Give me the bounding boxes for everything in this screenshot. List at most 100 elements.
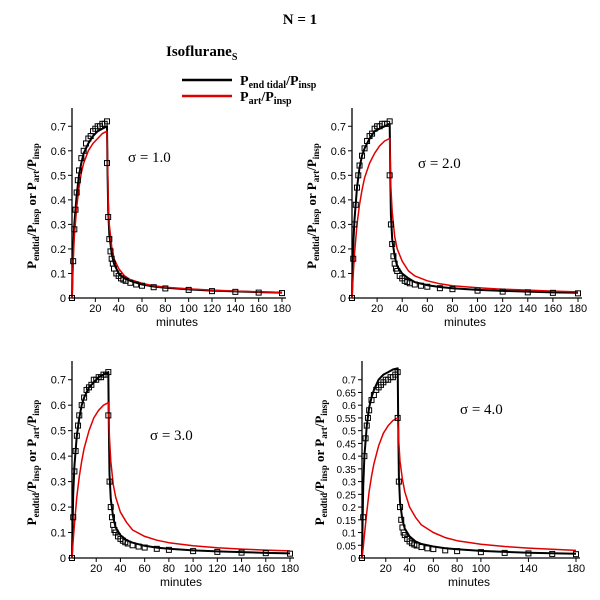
y-tick-label: 0.4 [342,452,356,463]
y-tick-label: 0.4 [331,195,346,207]
chart-panel-1: 0 0.1 0.2 0.3 0.4 0.5 0.6 0.7 20 40 60 80 100 120 140 1… [24,108,291,329]
data-marker [141,544,148,551]
data-marker [70,258,77,265]
data-marker [349,295,355,301]
y-tick-label: 0.6 [342,401,356,412]
y-tick-label: 0.45 [337,439,357,450]
series-line-arterial [71,130,283,299]
x-tick-label: 160 [544,303,562,315]
marker-series [349,118,581,301]
data-marker [573,551,579,558]
data-marker [424,283,431,290]
data-marker [366,407,373,414]
x-tick-label: 160 [249,303,267,315]
x-tick-label: 180 [567,563,585,575]
data-marker [127,279,134,286]
data-marker [69,555,75,561]
y-tick-label: 0.05 [337,541,357,552]
x-tick-label: 120 [208,563,226,575]
data-marker [361,453,368,460]
series-line-end-tidal [71,371,291,559]
y-axis-label: Pendtid/Pinsp or Part/Pinsp [24,400,41,526]
x-tick-label: 20 [380,563,392,575]
data-marker [70,514,77,521]
data-marker [474,287,481,294]
series-line-end-tidal [351,122,579,299]
data-marker [72,448,79,455]
data-marker [575,290,581,297]
x-tick-label: 40 [403,563,415,575]
data-marker [549,550,556,557]
x-tick-label: 60 [139,563,151,575]
data-marker [386,118,393,125]
data-marker [390,253,397,260]
data-marker [255,289,262,296]
chart-panel-4: 0 0.050.1 0.15 0.2 0.250.3 0.35 0.4 0.450.5 0.55… [312,361,585,589]
data-marker [106,478,113,485]
data-marker [350,255,357,262]
x-tick-label: 180 [273,303,291,315]
data-marker [418,282,425,289]
data-marker [454,548,461,555]
agent-subscript: S [232,52,238,63]
data-marker [108,514,115,521]
data-marker [162,285,169,292]
data-marker [106,236,113,243]
legend-label-arterial: Part/Pinsp [240,90,292,107]
chart-panel-2: 0 0.1 0.2 0.3 0.4 0.5 0.6 0.7 20 40 60 80 100 120 140 1… [304,108,587,329]
x-tick-label: 180 [281,563,299,575]
data-marker [209,288,215,295]
y-tick-label: 0.5 [331,170,346,182]
data-marker [69,295,75,301]
y-tick-label: 0.4 [51,195,66,207]
x-tick-label: 100 [472,563,490,575]
data-marker [354,184,361,191]
data-marker [71,226,78,233]
data-marker [73,432,80,439]
x-tick-label: 60 [136,303,148,315]
y-tick-label: 0.2 [342,503,356,514]
series-line-arterial [351,137,579,299]
x-tick-label: 20 [90,563,102,575]
data-marker [436,285,443,292]
data-marker [76,167,82,174]
data-marker [499,288,506,295]
sigma-annotation: σ = 2.0 [418,156,461,172]
y-tick-label: 0.2 [51,244,66,256]
data-marker [185,286,192,293]
y-tick-label: 0.1 [51,528,66,540]
figure-title: N = 1 [283,12,317,28]
data-marker [129,542,136,549]
data-marker [153,545,160,552]
y-tick-label: 0.35 [337,465,357,476]
legend-label-end-tidal: Pend tidal/Pinsp [240,74,317,91]
data-marker [387,221,394,228]
data-marker [364,414,371,421]
data-marker [74,177,81,184]
x-tick-label: 40 [396,303,408,315]
series-line-arterial [361,417,577,559]
data-marker [361,145,368,152]
data-marker [418,544,425,551]
data-marker [525,550,532,557]
y-tick-label: 0.6 [331,146,346,158]
data-marker [72,206,79,213]
data-marker [190,548,197,555]
data-marker [133,281,140,288]
y-tick-label: 0 [350,554,356,565]
data-marker [75,422,82,429]
y-tick-label: 0.6 [51,146,66,158]
y-tick-label: 0.1 [331,268,346,280]
data-marker [360,514,367,521]
data-marker [449,286,456,293]
data-marker [430,546,437,553]
x-tick-label: 80 [163,563,175,575]
y-tick-label: 0 [340,293,346,305]
y-tick-label: 0.2 [331,244,346,256]
data-marker [71,468,78,475]
series-line-arterial [71,401,291,559]
legend: Pend tidal/Pinsp Part/Pinsp [182,74,317,107]
x-axis-label: minutes [156,315,198,329]
y-tick-label: 0 [60,553,66,565]
data-marker [359,152,366,159]
